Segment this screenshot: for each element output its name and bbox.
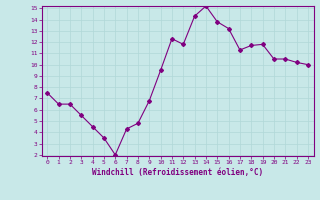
X-axis label: Windchill (Refroidissement éolien,°C): Windchill (Refroidissement éolien,°C) <box>92 168 263 177</box>
